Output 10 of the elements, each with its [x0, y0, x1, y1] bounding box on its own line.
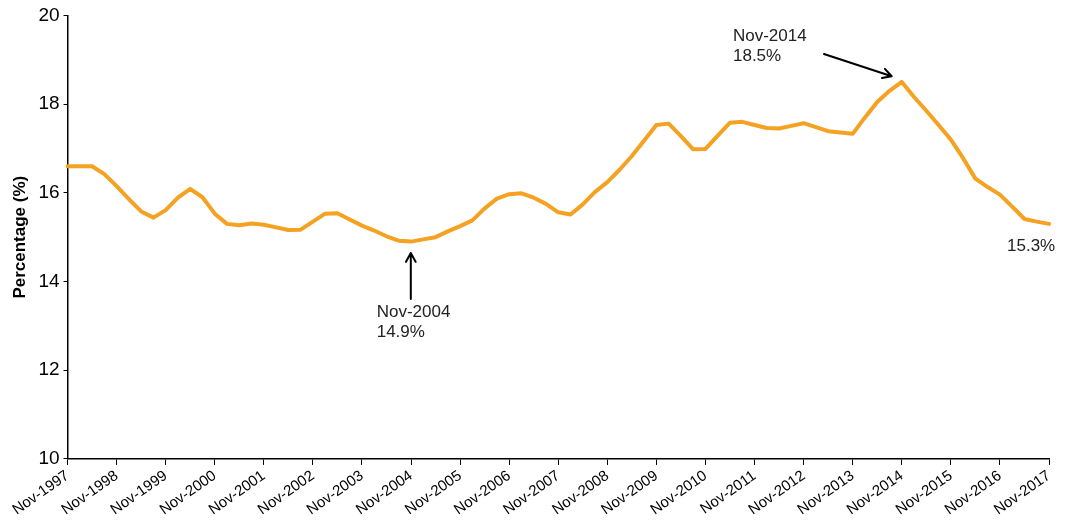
- annotation: Nov-2004 14.9%: [376, 301, 451, 341]
- y-tick-label: 18: [38, 92, 60, 114]
- y-axis-title: Percentage (%): [9, 175, 29, 299]
- y-tick-label: 20: [38, 3, 60, 25]
- y-tick-label: 10: [38, 447, 60, 469]
- y-tick-label: 16: [38, 181, 60, 203]
- annotation: Nov-2014 18.5%: [732, 26, 807, 66]
- y-tick-label: 12: [38, 358, 60, 380]
- y-tick-label: 14: [38, 269, 60, 291]
- annotation: 15.3%: [1007, 236, 1056, 256]
